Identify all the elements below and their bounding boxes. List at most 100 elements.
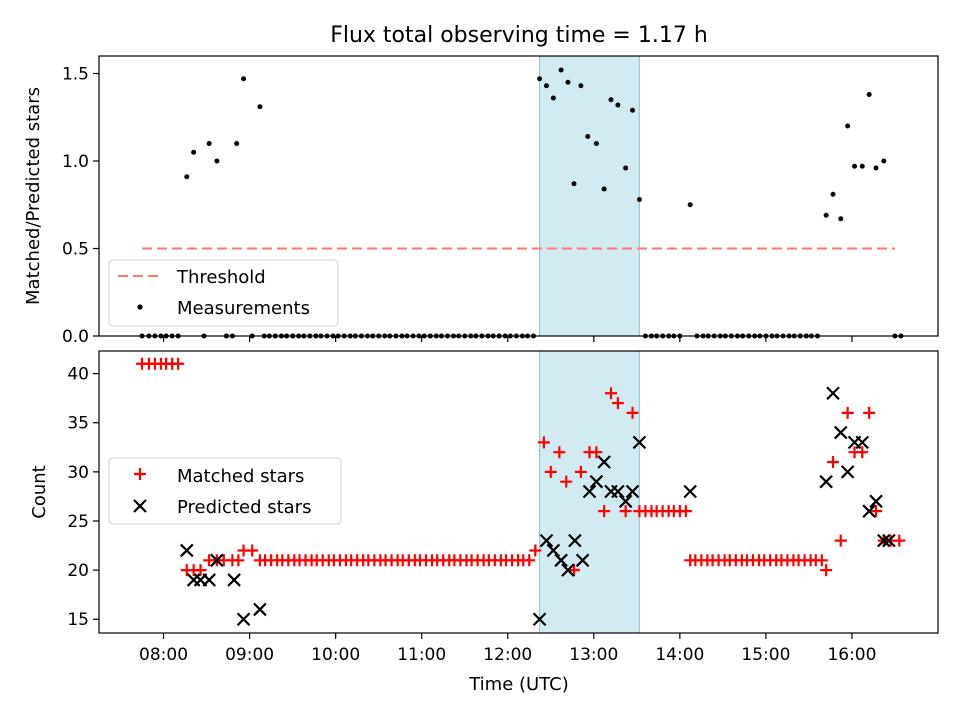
- count-x-tick-label: 09:00: [225, 645, 274, 665]
- measurement-point: [830, 191, 836, 197]
- measurement-point: [558, 67, 564, 73]
- measurements-legend-label: Measurements: [177, 298, 310, 319]
- ratio-legend[interactable]: Threshold Measurements: [108, 259, 339, 327]
- measurement-point: [214, 158, 220, 164]
- matched-star-point: [529, 544, 542, 557]
- predicted-star-point: [597, 455, 611, 469]
- matched-star-point: [523, 554, 536, 567]
- predicted-legend-label: Predicted stars: [177, 497, 311, 518]
- measurement-point: [571, 181, 577, 187]
- observing-window-shade: [539, 55, 640, 337]
- predicted-star-point: [833, 425, 848, 440]
- count-y-tick-label: 40: [67, 365, 89, 385]
- measurement-point: [845, 123, 851, 129]
- predicted-legend-swatch: [133, 499, 147, 513]
- measurement-point: [838, 216, 844, 222]
- count-x-tick-label: 13:00: [569, 645, 618, 665]
- matched-star-point: [544, 465, 557, 478]
- ratio-y-tick-label: 0.5: [62, 240, 89, 260]
- predicted-star-point: [575, 553, 590, 568]
- measurement-point: [623, 165, 629, 171]
- count-y-axis-label: Count: [29, 465, 50, 518]
- predicted-star-point: [554, 553, 568, 568]
- count-x-tick-label: 10:00: [311, 645, 360, 665]
- measurement-point: [630, 107, 636, 113]
- predicted-star-point: [618, 494, 633, 509]
- count-x-tick-label: 12:00: [483, 645, 532, 665]
- count-panel: 15 20 25 30 35 40 08:00 09:00 10:00 11:00 12:00 13…: [29, 350, 939, 695]
- count-x-tick-label: 16:00: [827, 645, 876, 665]
- ratio-y-tick-label: 0.0: [62, 327, 89, 347]
- measurements-legend-swatch: [137, 304, 143, 310]
- matched-star-point: [893, 534, 906, 547]
- matched-star-point: [856, 446, 869, 459]
- matched-star-point: [568, 564, 581, 577]
- matched-star-point: [815, 554, 828, 567]
- predicted-star-point: [611, 484, 625, 499]
- ratio-y-tick-label: 1.5: [62, 65, 89, 85]
- predicted-star-point: [632, 435, 647, 450]
- measurement-point: [578, 83, 584, 89]
- predicted-star-point: [855, 435, 870, 450]
- predicted-star-point: [869, 494, 883, 509]
- matched-star-point: [820, 564, 833, 577]
- ratio-legend-box: [108, 259, 339, 327]
- matched-star-point: [537, 436, 550, 449]
- ratio-panel: 0.0 0.5 1.0 1.5 Matched/Predicted stars Thr…: [23, 55, 939, 347]
- measurement-point: [550, 95, 556, 101]
- predicted-star-point: [539, 533, 554, 548]
- count-x-tick-label: 08:00: [139, 645, 188, 665]
- count-y-tick-label: 20: [67, 561, 89, 581]
- measurement-point: [593, 141, 599, 146]
- predicted-star-point: [568, 533, 582, 548]
- matched-star-point: [834, 534, 847, 547]
- matched-star-point: [574, 465, 587, 478]
- ratio-y-ticks: 0.0 0.5 1.0 1.5: [62, 65, 99, 347]
- predicted-star-point: [683, 484, 697, 499]
- measurement-point: [206, 141, 212, 146]
- count-x-tick-label: 15:00: [741, 645, 790, 665]
- matched-star-point: [626, 406, 639, 419]
- matched-star-point: [827, 456, 840, 469]
- count-legend[interactable]: Matched stars Predicted stars: [108, 457, 342, 525]
- measurement-point: [184, 174, 190, 180]
- measurement-point: [866, 92, 872, 97]
- predicted-star-point: [840, 465, 855, 479]
- measurement-point: [257, 104, 263, 110]
- measurement-point: [601, 186, 607, 192]
- predicted-star-point: [179, 543, 194, 558]
- ratio-axes-frame: [98, 55, 939, 337]
- predicted-star-point: [227, 573, 241, 587]
- matched-legend-swatch: [134, 468, 146, 480]
- count-y-ticks: 15 20 25 30 35 40: [67, 365, 99, 630]
- predicted-star-point: [561, 563, 575, 577]
- matched-star-point: [560, 475, 573, 488]
- matched-star-point: [619, 505, 632, 518]
- predicted-star-point: [589, 474, 604, 489]
- predicted-star-point: [210, 553, 224, 568]
- predicted-star-points: [179, 386, 896, 627]
- measurement-point: [881, 158, 887, 164]
- predicted-star-point: [582, 484, 597, 499]
- ratio-y-tick-label: 1.0: [62, 152, 89, 172]
- measurement-point: [585, 134, 591, 139]
- measurement-point: [537, 76, 543, 82]
- matched-star-point: [611, 397, 624, 410]
- matched-star-point: [590, 446, 603, 459]
- predicted-star-point: [877, 533, 891, 548]
- measurement-point: [636, 197, 642, 202]
- matched-star-point: [232, 554, 245, 567]
- predicted-star-point: [862, 504, 876, 518]
- measurement-point: [565, 79, 571, 85]
- predicted-star-point: [826, 386, 840, 401]
- ratio-y-axis-label: Matched/Predicted stars: [23, 87, 44, 305]
- matched-star-points: [136, 357, 906, 577]
- measurement-point: [859, 163, 865, 169]
- predicted-star-point: [819, 474, 833, 489]
- measurement-point: [543, 83, 549, 89]
- count-axes-frame: [98, 350, 939, 634]
- predicted-star-point: [202, 573, 216, 587]
- predicted-star-point: [546, 543, 561, 558]
- predicted-star-point: [882, 533, 896, 548]
